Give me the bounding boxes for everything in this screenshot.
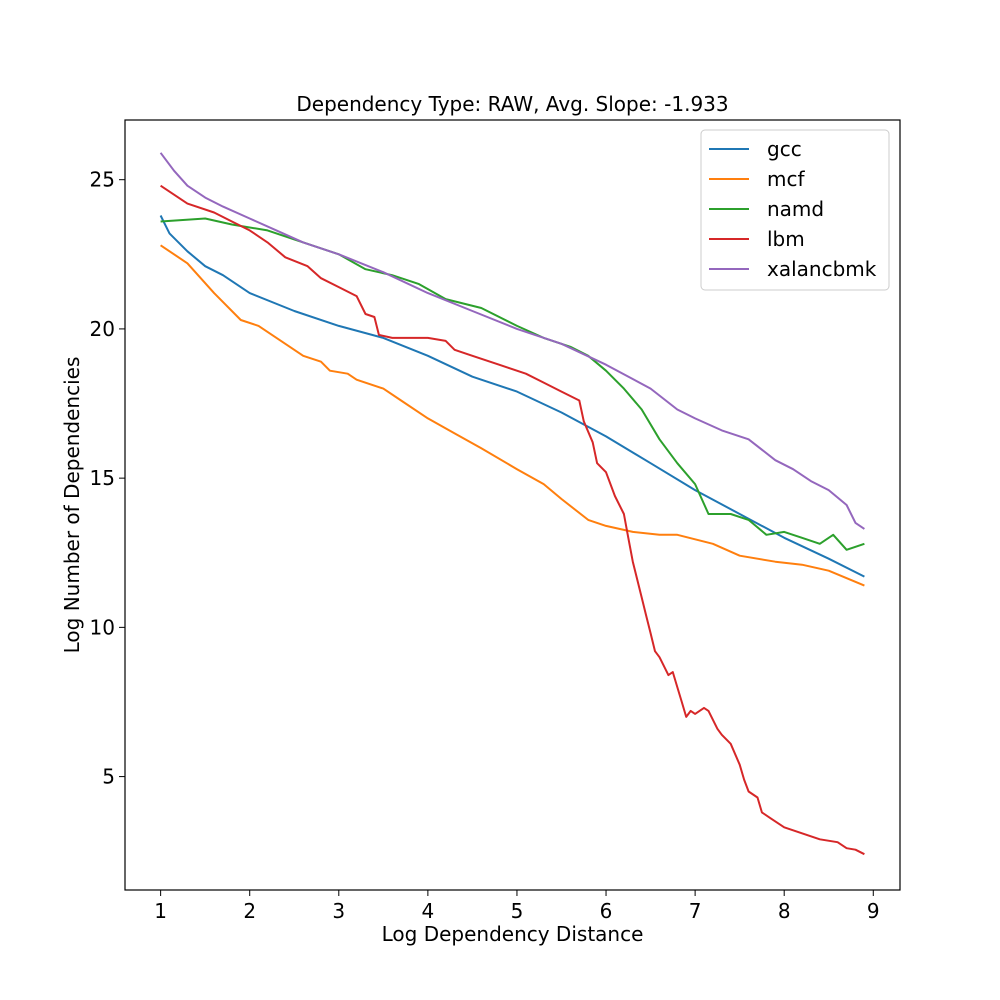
series-line-mcf — [160, 244, 865, 587]
x-tick-label: 9 — [867, 899, 880, 923]
x-tick-label: 2 — [243, 899, 256, 923]
legend-label-gcc: gcc — [767, 137, 802, 161]
plot-frame — [124, 119, 901, 891]
x-tick-label: 5 — [511, 899, 524, 923]
legend: gcc mcf namd lbm xalancbmk — [700, 129, 890, 291]
series-lines — [159, 152, 865, 856]
legend-label-namd: namd — [767, 197, 824, 221]
x-tick-label: 4 — [422, 899, 435, 923]
x-tick-label: 6 — [600, 899, 613, 923]
y-axis-label: Log Number of Dependencies — [60, 357, 84, 654]
x-tick-label: 3 — [332, 899, 345, 923]
y-axis-ticks: 5 10 15 20 25 — [90, 168, 125, 789]
x-tick-label: 8 — [778, 899, 791, 923]
legend-label-mcf: mcf — [767, 167, 805, 191]
series-line-gcc — [159, 215, 865, 578]
legend-label-xalancbmk: xalancbmk — [767, 257, 877, 281]
chart-title: Dependency Type: RAW, Avg. Slope: -1.933 — [296, 92, 728, 116]
series-line-lbm — [160, 184, 865, 856]
x-tick-label: 1 — [154, 899, 167, 923]
series-line-xalancbmk — [159, 152, 865, 530]
x-axis-label: Log Dependency Distance — [382, 922, 644, 946]
y-tick-label: 10 — [90, 615, 115, 639]
y-tick-label: 5 — [102, 765, 115, 789]
legend-box — [700, 129, 890, 291]
y-tick-label: 20 — [90, 317, 115, 341]
y-tick-label: 15 — [90, 466, 115, 490]
x-axis-ticks: 1 2 3 4 5 6 7 8 9 — [154, 890, 880, 923]
legend-label-lbm: lbm — [767, 227, 805, 251]
y-tick-label: 25 — [90, 168, 115, 192]
x-tick-label: 7 — [689, 899, 702, 923]
